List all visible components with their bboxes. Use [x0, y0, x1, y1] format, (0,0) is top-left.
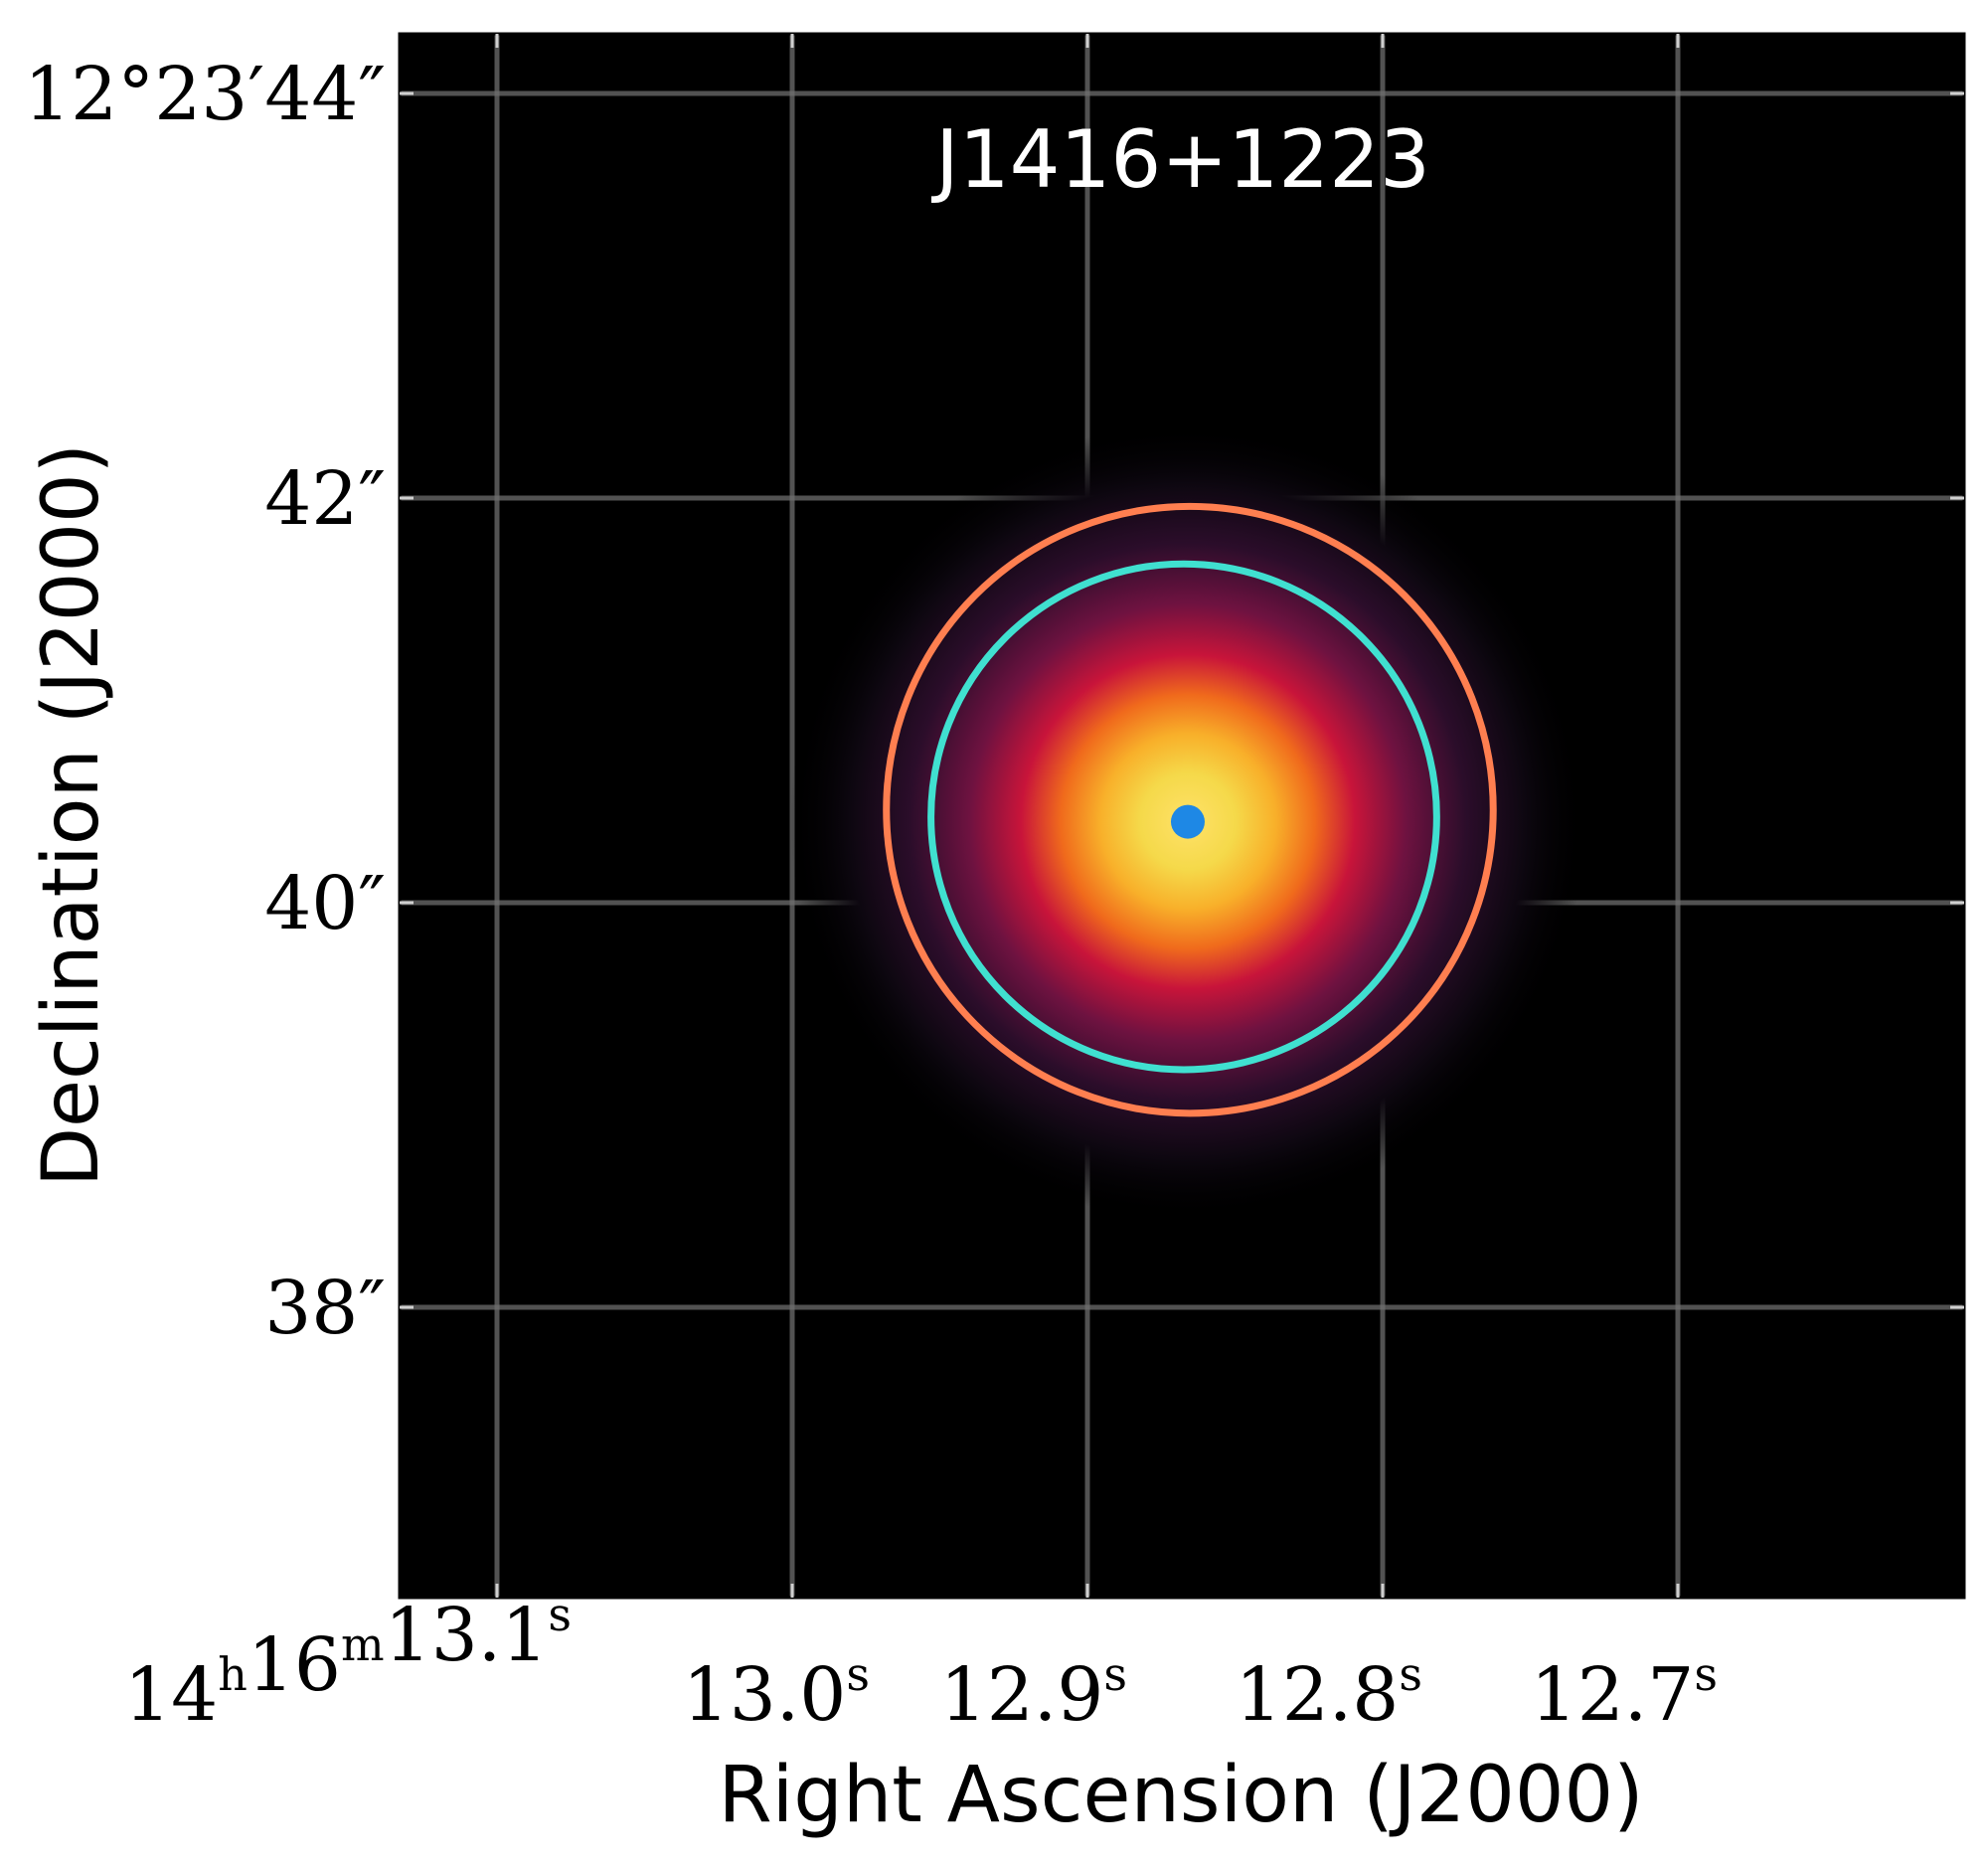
dec-tick-label: 40″ — [264, 861, 386, 946]
ra-tick-label: 13.0s — [683, 1647, 870, 1738]
dec-tick-label: 38″ — [264, 1266, 386, 1351]
dec-tick-label: 12°23′44″ — [24, 52, 386, 137]
source-peak — [1170, 804, 1205, 839]
x-axis-label: Right Ascension (J2000) — [718, 1751, 1643, 1840]
dec-tick-label: 42″ — [264, 456, 386, 542]
ra-tick-label: 12.9s — [940, 1647, 1127, 1738]
plot-frame — [398, 32, 1966, 1600]
plot-title: J1416+1223 — [930, 113, 1430, 206]
axis-ticks — [400, 34, 1964, 1598]
dec-tick-labels: 12°23′44″ 42″ 40″ 38″ — [24, 52, 386, 1351]
y-axis-label: Declination (J2000) — [27, 443, 116, 1187]
inner-aperture — [927, 560, 1440, 1074]
ra-tick-label: 12.7s — [1531, 1647, 1718, 1738]
ra-tick-label: 14h16m13.1s — [124, 1588, 572, 1738]
outer-aperture — [883, 502, 1497, 1117]
ra-tick-labels: 14h16m13.1s 13.0s 12.9s 12.8s 12.7s — [124, 1588, 1718, 1738]
ra-tick-label: 12.8s — [1236, 1647, 1422, 1738]
